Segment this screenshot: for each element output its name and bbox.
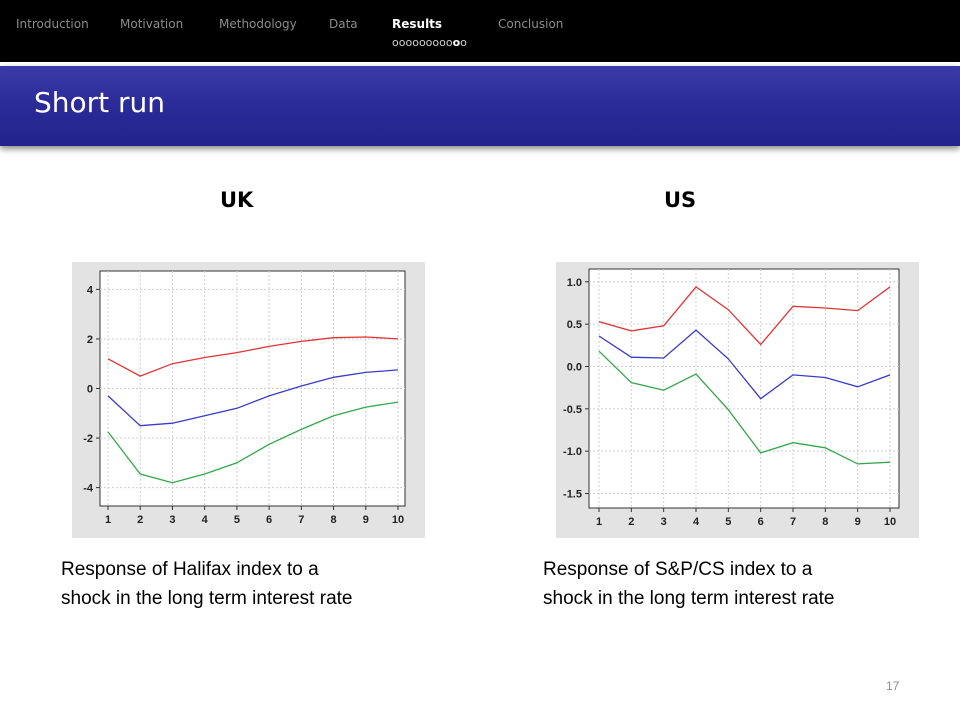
y-tick-label: 2 <box>87 334 93 346</box>
x-tick-label: 7 <box>298 514 304 526</box>
us-chart-svg: 1.0 0.5 0.0 -0.5 -1.0 -1.5 1 2 3 4 5 6 7 8 9 10 <box>563 268 900 528</box>
x-tick-label: 3 <box>169 514 175 526</box>
title-band: Short run <box>0 66 960 146</box>
progress-dot[interactable]: o <box>398 36 406 49</box>
section-progress-dots[interactable]: ooooooooooo <box>392 36 467 49</box>
nav-item-introduction[interactable]: Introduction <box>16 17 89 31</box>
x-tick-label: 8 <box>330 514 336 526</box>
x-tick-label: 5 <box>725 516 731 528</box>
uk-heading: UK <box>220 188 254 212</box>
upper-band-line <box>598 286 891 346</box>
progress-dot[interactable]: o <box>418 36 426 49</box>
y-tick-label: 4 <box>87 284 94 296</box>
response-line <box>107 369 399 427</box>
x-tick-label: 5 <box>234 514 240 526</box>
progress-dot[interactable]: o <box>392 36 399 49</box>
x-tick-label: 3 <box>661 516 667 528</box>
y-tick-label: -1.5 <box>563 489 582 501</box>
upper-band-line <box>107 336 399 377</box>
progress-dot[interactable]: o <box>452 36 461 49</box>
x-tick-label: 4 <box>202 514 209 526</box>
us-heading: US <box>664 188 697 212</box>
lower-band-line <box>107 401 399 484</box>
progress-dot[interactable]: o <box>432 36 440 49</box>
x-tick-label: 4 <box>693 516 700 528</box>
nav-item-motivation[interactable]: Motivation <box>120 17 184 31</box>
x-tick-label: 6 <box>758 516 764 528</box>
us-impulse-response-chart: 1.0 0.5 0.0 -0.5 -1.0 -1.5 1 2 3 4 5 6 7 8 9 10 <box>556 262 919 538</box>
progress-dot[interactable]: o <box>445 36 453 49</box>
lower-band-line <box>598 350 891 465</box>
uk-impulse-response-chart: 4 2 0 -2 -4 1 2 3 4 5 6 7 8 9 10 <box>72 262 425 538</box>
progress-dot[interactable]: o <box>412 36 419 49</box>
slide-title: Short run <box>34 86 166 119</box>
page-number: 17 <box>886 679 900 693</box>
x-tick-label: 7 <box>790 516 796 528</box>
y-tick-label: 1.0 <box>567 277 582 289</box>
uk-chart-caption: Response of Halifax index to a shock in … <box>61 559 353 609</box>
top-navigation-bar: Introduction Motivation Methodology Data… <box>0 0 960 62</box>
x-tick-label: 1 <box>596 516 602 528</box>
response-line <box>598 329 891 400</box>
y-tick-label: -1.0 <box>563 446 582 458</box>
y-tick-label: -2 <box>83 433 93 445</box>
us-chart-caption: Response of S&P/CS index to a shock in t… <box>543 559 835 609</box>
y-tick-label: 0 <box>87 384 93 396</box>
nav-item-results[interactable]: Results <box>392 17 443 31</box>
x-tick-label: 2 <box>628 516 634 528</box>
progress-dot[interactable]: o <box>439 36 446 49</box>
x-tick-label: 6 <box>266 514 272 526</box>
y-tick-label: -4 <box>83 483 94 495</box>
nav-item-conclusion[interactable]: Conclusion <box>498 17 564 31</box>
y-tick-label: 0.5 <box>567 319 582 331</box>
x-tick-label: 10 <box>392 514 404 526</box>
progress-dot[interactable]: o <box>405 36 413 49</box>
x-tick-label: 10 <box>884 516 896 528</box>
nav-item-data[interactable]: Data <box>329 17 358 31</box>
uk-chart-svg: 4 2 0 -2 -4 1 2 3 4 5 6 7 8 9 10 <box>83 270 406 526</box>
y-tick-label: 0.0 <box>567 361 582 373</box>
progress-dot[interactable]: o <box>425 36 433 49</box>
x-tick-label: 1 <box>105 514 111 526</box>
x-tick-label: 9 <box>855 516 861 528</box>
y-tick-label: -0.5 <box>563 404 582 416</box>
x-tick-label: 9 <box>363 514 369 526</box>
progress-dot[interactable]: o <box>460 36 467 49</box>
nav-item-methodology[interactable]: Methodology <box>219 17 297 31</box>
x-tick-label: 2 <box>137 514 143 526</box>
plot-area <box>588 268 900 509</box>
x-tick-label: 8 <box>822 516 828 528</box>
